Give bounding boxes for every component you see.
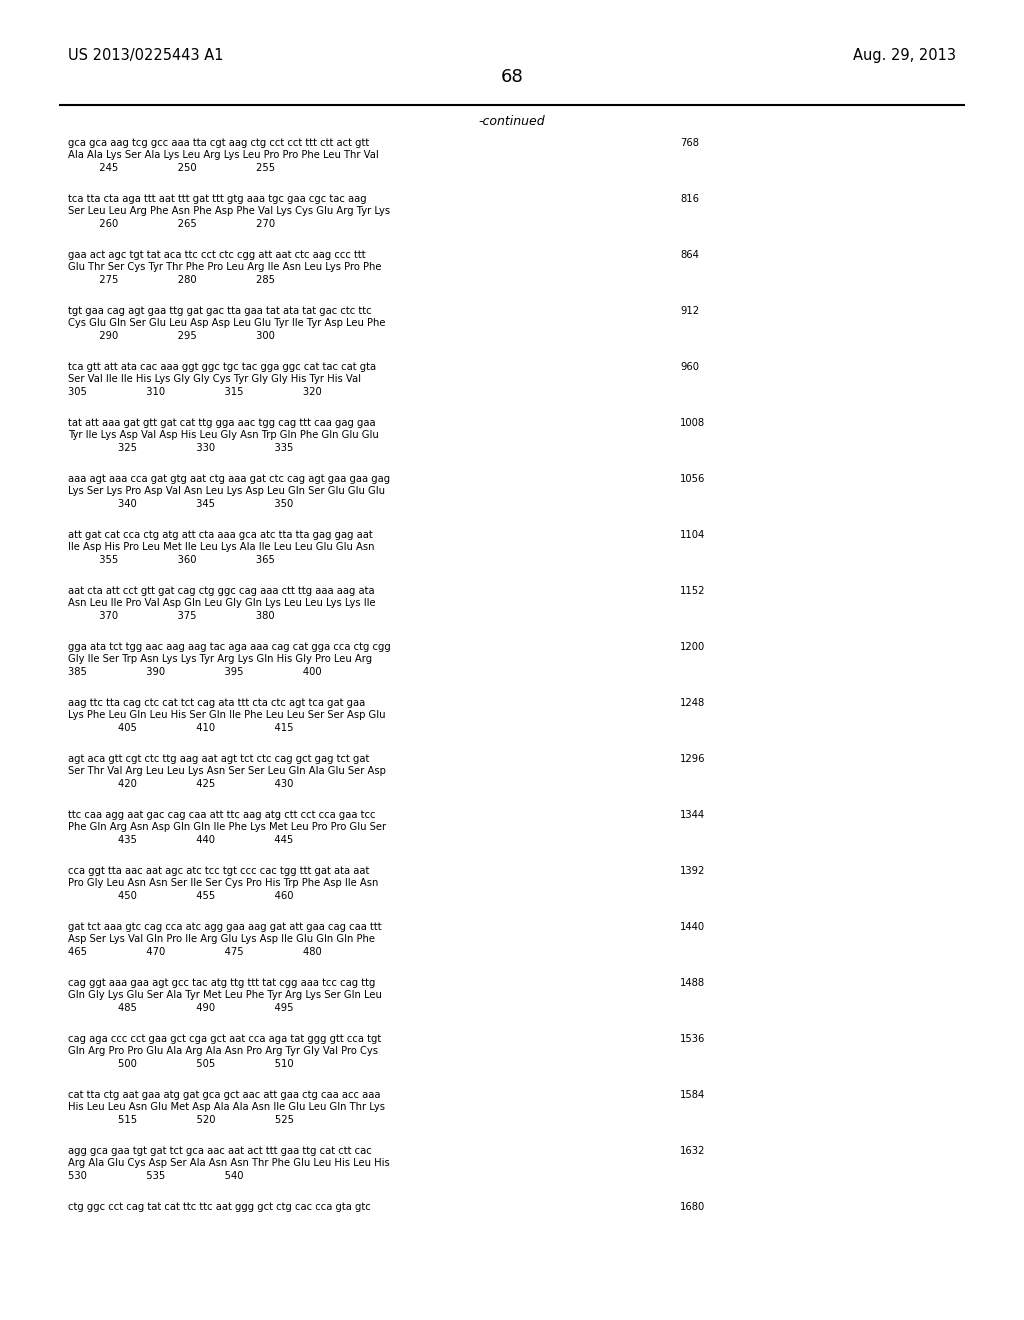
Text: gca gca aag tcg gcc aaa tta cgt aag ctg cct cct ttt ctt act gtt: gca gca aag tcg gcc aaa tta cgt aag ctg … [68,139,370,148]
Text: Asp Ser Lys Val Gln Pro Ile Arg Glu Lys Asp Ile Glu Gln Gln Phe: Asp Ser Lys Val Gln Pro Ile Arg Glu Lys … [68,935,375,945]
Text: tca tta cta aga ttt aat ttt gat ttt gtg aaa tgc gaa cgc tac aag: tca tta cta aga ttt aat ttt gat ttt gtg … [68,194,367,205]
Text: cag aga ccc cct gaa gct cga gct aat cca aga tat ggg gtt cca tgt: cag aga ccc cct gaa gct cga gct aat cca … [68,1034,381,1044]
Text: 515                   520                   525: 515 520 525 [68,1115,294,1125]
Text: agg gca gaa tgt gat tct gca aac aat act ttt gaa ttg cat ctt cac: agg gca gaa tgt gat tct gca aac aat act … [68,1146,372,1156]
Text: 1488: 1488 [680,978,706,987]
Text: Gln Gly Lys Glu Ser Ala Tyr Met Leu Phe Tyr Arg Lys Ser Gln Leu: Gln Gly Lys Glu Ser Ala Tyr Met Leu Phe … [68,990,382,1001]
Text: aat cta att cct gtt gat cag ctg ggc cag aaa ctt ttg aaa aag ata: aat cta att cct gtt gat cag ctg ggc cag … [68,586,375,597]
Text: 1536: 1536 [680,1034,706,1044]
Text: 816: 816 [680,194,699,205]
Text: 1392: 1392 [680,866,706,876]
Text: 275                   280                   285: 275 280 285 [68,275,275,285]
Text: 500                   505                   510: 500 505 510 [68,1059,294,1069]
Text: 1344: 1344 [680,810,706,820]
Text: 912: 912 [680,306,699,315]
Text: 1152: 1152 [680,586,706,597]
Text: 1248: 1248 [680,698,706,708]
Text: Gly Ile Ser Trp Asn Lys Lys Tyr Arg Lys Gln His Gly Pro Leu Arg: Gly Ile Ser Trp Asn Lys Lys Tyr Arg Lys … [68,655,372,664]
Text: tat att aaa gat gtt gat cat ttg gga aac tgg cag ttt caa gag gaa: tat att aaa gat gtt gat cat ttg gga aac … [68,418,376,428]
Text: Ile Asp His Pro Leu Met Ile Leu Lys Ala Ile Leu Leu Glu Glu Asn: Ile Asp His Pro Leu Met Ile Leu Lys Ala … [68,543,375,553]
Text: 435                   440                   445: 435 440 445 [68,836,293,845]
Text: 530                   535                   540: 530 535 540 [68,1171,244,1181]
Text: 1104: 1104 [680,531,706,540]
Text: 450                   455                   460: 450 455 460 [68,891,294,902]
Text: US 2013/0225443 A1: US 2013/0225443 A1 [68,48,223,63]
Text: Ser Val Ile Ile His Lys Gly Gly Cys Tyr Gly Gly His Tyr His Val: Ser Val Ile Ile His Lys Gly Gly Cys Tyr … [68,375,361,384]
Text: 355                   360                   365: 355 360 365 [68,554,274,565]
Text: 768: 768 [680,139,699,148]
Text: 1440: 1440 [680,921,706,932]
Text: aag ttc tta cag ctc cat tct cag ata ttt cta ctc agt tca gat gaa: aag ttc tta cag ctc cat tct cag ata ttt … [68,698,366,708]
Text: gat tct aaa gtc cag cca atc agg gaa aag gat att gaa cag caa ttt: gat tct aaa gtc cag cca atc agg gaa aag … [68,921,382,932]
Text: Pro Gly Leu Asn Asn Ser Ile Ser Cys Pro His Trp Phe Asp Ile Asn: Pro Gly Leu Asn Asn Ser Ile Ser Cys Pro … [68,879,379,888]
Text: ctg ggc cct cag tat cat ttc ttc aat ggg gct ctg cac cca gta gtc: ctg ggc cct cag tat cat ttc ttc aat ggg … [68,1203,371,1212]
Text: 1056: 1056 [680,474,706,484]
Text: 385                   390                   395                   400: 385 390 395 400 [68,667,322,677]
Text: 245                   250                   255: 245 250 255 [68,162,275,173]
Text: 290                   295                   300: 290 295 300 [68,331,274,341]
Text: 260                   265                   270: 260 265 270 [68,219,275,228]
Text: 1296: 1296 [680,754,706,764]
Text: agt aca gtt cgt ctc ttg aag aat agt tct ctc cag gct gag tct gat: agt aca gtt cgt ctc ttg aag aat agt tct … [68,754,370,764]
Text: Lys Ser Lys Pro Asp Val Asn Leu Lys Asp Leu Gln Ser Glu Glu Glu: Lys Ser Lys Pro Asp Val Asn Leu Lys Asp … [68,487,385,496]
Text: Lys Phe Leu Gln Leu His Ser Gln Ile Phe Leu Leu Ser Ser Asp Glu: Lys Phe Leu Gln Leu His Ser Gln Ile Phe … [68,710,385,721]
Text: 305                   310                   315                   320: 305 310 315 320 [68,387,322,397]
Text: 465                   470                   475                   480: 465 470 475 480 [68,946,322,957]
Text: Aug. 29, 2013: Aug. 29, 2013 [853,48,956,63]
Text: ttc caa agg aat gac cag caa att ttc aag atg ctt cct cca gaa tcc: ttc caa agg aat gac cag caa att ttc aag … [68,810,376,820]
Text: Ser Leu Leu Arg Phe Asn Phe Asp Phe Val Lys Cys Glu Arg Tyr Lys: Ser Leu Leu Arg Phe Asn Phe Asp Phe Val … [68,206,390,216]
Text: Phe Gln Arg Asn Asp Gln Gln Ile Phe Lys Met Leu Pro Pro Glu Ser: Phe Gln Arg Asn Asp Gln Gln Ile Phe Lys … [68,822,386,833]
Text: 340                   345                   350: 340 345 350 [68,499,293,510]
Text: aaa agt aaa cca gat gtg aat ctg aaa gat ctc cag agt gaa gaa gag: aaa agt aaa cca gat gtg aat ctg aaa gat … [68,474,390,484]
Text: 420                   425                   430: 420 425 430 [68,779,293,789]
Text: Arg Ala Glu Cys Asp Ser Ala Asn Asn Thr Phe Glu Leu His Leu His: Arg Ala Glu Cys Asp Ser Ala Asn Asn Thr … [68,1159,390,1168]
Text: Cys Glu Gln Ser Glu Leu Asp Asp Leu Glu Tyr Ile Tyr Asp Leu Phe: Cys Glu Gln Ser Glu Leu Asp Asp Leu Glu … [68,318,385,329]
Text: cag ggt aaa gaa agt gcc tac atg ttg ttt tat cgg aaa tcc cag ttg: cag ggt aaa gaa agt gcc tac atg ttg ttt … [68,978,376,987]
Text: 960: 960 [680,362,699,372]
Text: gga ata tct tgg aac aag aag tac aga aaa cag cat gga cca ctg cgg: gga ata tct tgg aac aag aag tac aga aaa … [68,642,391,652]
Text: Asn Leu Ile Pro Val Asp Gln Leu Gly Gln Lys Leu Leu Lys Lys Ile: Asn Leu Ile Pro Val Asp Gln Leu Gly Gln … [68,598,376,609]
Text: 325                   330                   335: 325 330 335 [68,444,293,453]
Text: att gat cat cca ctg atg att cta aaa gca atc tta tta gag gag aat: att gat cat cca ctg atg att cta aaa gca … [68,531,373,540]
Text: cat tta ctg aat gaa atg gat gca gct aac att gaa ctg caa acc aaa: cat tta ctg aat gaa atg gat gca gct aac … [68,1090,381,1100]
Text: Ala Ala Lys Ser Ala Lys Leu Arg Lys Leu Pro Pro Phe Leu Thr Val: Ala Ala Lys Ser Ala Lys Leu Arg Lys Leu … [68,150,379,161]
Text: 1008: 1008 [680,418,706,428]
Text: 1584: 1584 [680,1090,706,1100]
Text: His Leu Leu Asn Glu Met Asp Ala Ala Asn Ile Glu Leu Gln Thr Lys: His Leu Leu Asn Glu Met Asp Ala Ala Asn … [68,1102,385,1113]
Text: Glu Thr Ser Cys Tyr Thr Phe Pro Leu Arg Ile Asn Leu Lys Pro Phe: Glu Thr Ser Cys Tyr Thr Phe Pro Leu Arg … [68,263,382,272]
Text: 1632: 1632 [680,1146,706,1156]
Text: 405                   410                   415: 405 410 415 [68,723,294,733]
Text: 1200: 1200 [680,642,706,652]
Text: 485                   490                   495: 485 490 495 [68,1003,294,1012]
Text: 370                   375                   380: 370 375 380 [68,611,274,620]
Text: -continued: -continued [478,115,546,128]
Text: gaa act agc tgt tat aca ttc cct ctc cgg att aat ctc aag ccc ttt: gaa act agc tgt tat aca ttc cct ctc cgg … [68,249,366,260]
Text: cca ggt tta aac aat agc atc tcc tgt ccc cac tgg ttt gat ata aat: cca ggt tta aac aat agc atc tcc tgt ccc … [68,866,370,876]
Text: tca gtt att ata cac aaa ggt ggc tgc tac gga ggc cat tac cat gta: tca gtt att ata cac aaa ggt ggc tgc tac … [68,362,376,372]
Text: 68: 68 [501,69,523,86]
Text: Gln Arg Pro Pro Glu Ala Arg Ala Asn Pro Arg Tyr Gly Val Pro Cys: Gln Arg Pro Pro Glu Ala Arg Ala Asn Pro … [68,1047,378,1056]
Text: Ser Thr Val Arg Leu Leu Lys Asn Ser Ser Leu Gln Ala Glu Ser Asp: Ser Thr Val Arg Leu Leu Lys Asn Ser Ser … [68,767,386,776]
Text: Tyr Ile Lys Asp Val Asp His Leu Gly Asn Trp Gln Phe Gln Glu Glu: Tyr Ile Lys Asp Val Asp His Leu Gly Asn … [68,430,379,441]
Text: tgt gaa cag agt gaa ttg gat gac tta gaa tat ata tat gac ctc ttc: tgt gaa cag agt gaa ttg gat gac tta gaa … [68,306,372,315]
Text: 1680: 1680 [680,1203,706,1212]
Text: 864: 864 [680,249,698,260]
